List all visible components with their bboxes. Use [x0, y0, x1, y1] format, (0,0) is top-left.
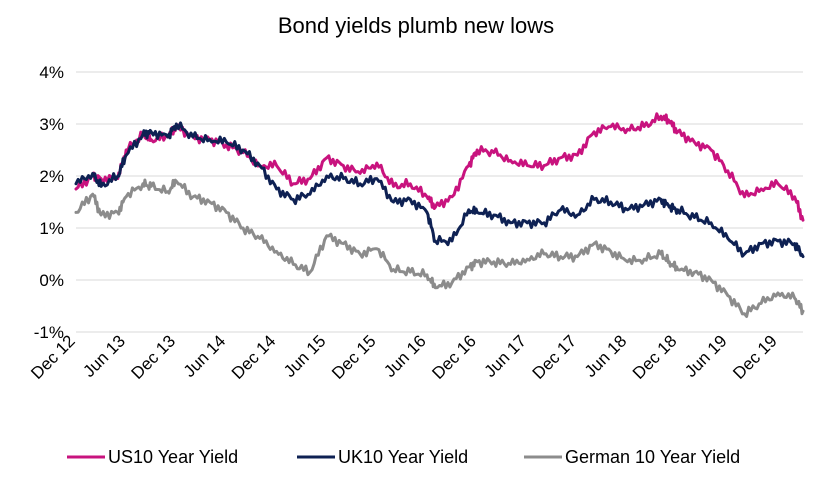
x-tick-label: Jun 19 — [681, 331, 731, 381]
x-tick-label: Dec 13 — [128, 331, 180, 383]
y-tick-label: 3% — [39, 115, 64, 134]
legend: US10 Year Yield UK10 Year Yield German 10 … — [67, 447, 740, 467]
x-tick-label: Jun 15 — [280, 331, 330, 381]
x-tick-label: Dec 19 — [729, 331, 781, 383]
x-tick-label: Jun 18 — [581, 331, 631, 381]
x-tick-label: Jun 13 — [79, 331, 129, 381]
series-line — [74, 121, 805, 259]
y-tick-label: -1% — [34, 323, 64, 342]
x-tick-label: Dec 16 — [428, 331, 480, 383]
y-tick-label: 4% — [39, 63, 64, 82]
legend-item: US10 Year Yield — [67, 447, 238, 467]
series-lines — [74, 112, 805, 318]
series-line — [74, 178, 805, 318]
y-tick-label: 0% — [39, 271, 64, 290]
legend-label: German 10 Year Yield — [565, 447, 740, 467]
legend-label: UK10 Year Yield — [338, 447, 468, 467]
y-tick-label: 2% — [39, 167, 64, 186]
gridlines — [76, 71, 803, 333]
y-tick-label: 1% — [39, 219, 64, 238]
legend-item: UK10 Year Yield — [297, 447, 468, 467]
legend-item: German 10 Year Yield — [524, 447, 740, 467]
legend-label: US10 Year Yield — [108, 447, 238, 467]
chart-title: Bond yields plumb new lows — [278, 13, 554, 38]
x-tick-label: Dec 14 — [228, 331, 280, 383]
x-tick-label: Jun 17 — [481, 331, 531, 381]
x-tick-label: Jun 14 — [180, 331, 230, 381]
x-tick-label: Dec 15 — [328, 331, 380, 383]
y-axis-ticks: -1% 0% 1% 2% 3% 4% — [34, 63, 64, 342]
x-tick-label: Jun 16 — [380, 331, 430, 381]
x-tick-label: Dec 18 — [629, 331, 681, 383]
x-tick-label: Dec 17 — [529, 331, 581, 383]
